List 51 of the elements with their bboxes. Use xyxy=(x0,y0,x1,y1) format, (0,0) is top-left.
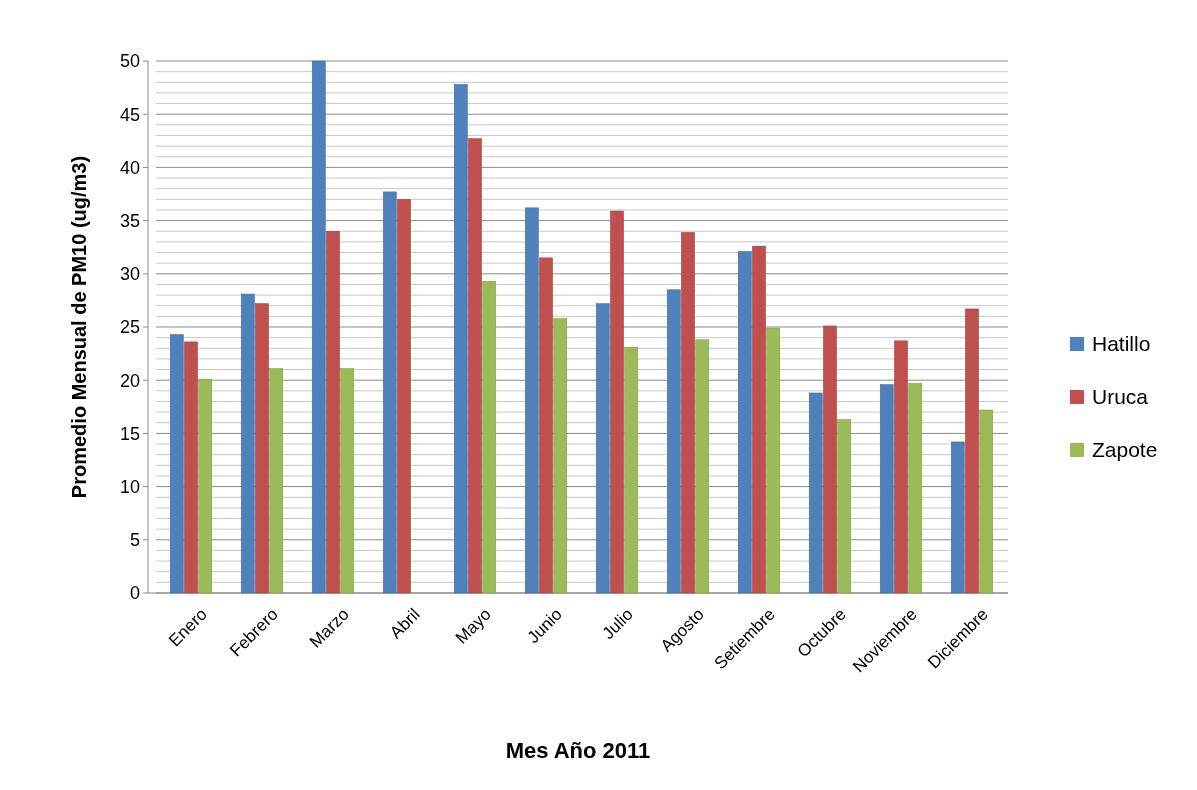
bar xyxy=(269,368,284,594)
bar xyxy=(979,409,994,594)
bar xyxy=(894,340,908,594)
bar xyxy=(681,232,695,594)
bar xyxy=(326,230,340,594)
bar xyxy=(397,199,411,594)
bar xyxy=(453,84,468,594)
legend-label: Zapote xyxy=(1092,438,1158,462)
y-tick-label: 5 xyxy=(129,530,140,551)
bar xyxy=(624,346,639,594)
bar xyxy=(184,341,198,594)
bar xyxy=(539,257,553,594)
y-tick-label: 15 xyxy=(119,423,140,444)
bar xyxy=(311,60,326,594)
y-tick-label: 0 xyxy=(129,583,140,604)
bar xyxy=(610,210,624,594)
y-tick-label: 40 xyxy=(119,157,140,178)
bar xyxy=(595,303,610,594)
bar xyxy=(752,245,766,594)
bar xyxy=(823,325,837,594)
bar xyxy=(482,281,497,594)
bar xyxy=(255,303,269,594)
bar xyxy=(808,392,823,594)
y-tick-label: 25 xyxy=(119,317,140,338)
y-tick-label: 30 xyxy=(119,264,140,285)
y-tick-label: 35 xyxy=(119,210,140,231)
y-tick-label: 10 xyxy=(119,476,140,497)
bar xyxy=(169,334,184,594)
bar xyxy=(524,207,539,594)
bar xyxy=(695,339,710,594)
bar xyxy=(908,383,923,594)
bar xyxy=(737,251,752,594)
bar xyxy=(965,308,979,594)
bar xyxy=(553,318,568,594)
y-tick-label: 20 xyxy=(119,370,140,391)
x-axis-title: Mes Año 2011 xyxy=(505,738,651,763)
bar xyxy=(468,138,482,594)
bar xyxy=(879,384,894,594)
y-tick-label: 50 xyxy=(119,51,140,72)
legend-label: Hatillo xyxy=(1092,332,1151,356)
bar xyxy=(666,289,681,594)
bar xyxy=(382,191,397,594)
bar xyxy=(837,419,852,594)
bar xyxy=(766,327,781,594)
y-tick-label: 45 xyxy=(119,104,140,125)
bar xyxy=(950,441,965,594)
legend-label: Uruca xyxy=(1092,385,1149,409)
bar xyxy=(240,293,255,594)
bar xyxy=(340,368,355,594)
y-axis-title: Promedio Mensual de PM10 (ug/m3) xyxy=(68,155,90,499)
bar xyxy=(198,378,213,594)
